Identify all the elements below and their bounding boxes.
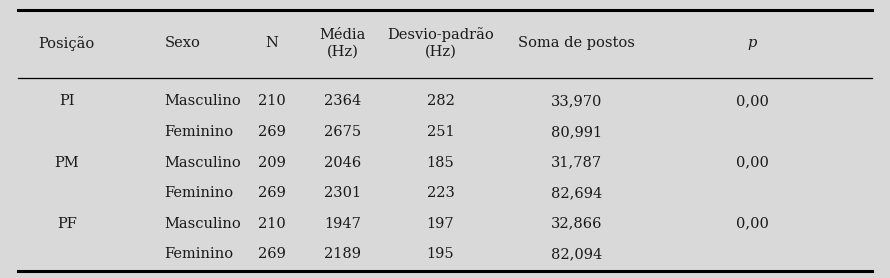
Text: Masculino: Masculino <box>165 156 241 170</box>
Text: 80,991: 80,991 <box>551 125 603 139</box>
Text: 223: 223 <box>426 186 455 200</box>
Text: 0,00: 0,00 <box>736 95 768 108</box>
Text: 197: 197 <box>426 217 455 231</box>
Text: PF: PF <box>57 217 77 231</box>
Text: Masculino: Masculino <box>165 217 241 231</box>
Text: 2046: 2046 <box>324 156 361 170</box>
Text: 269: 269 <box>257 247 286 261</box>
Text: 210: 210 <box>257 95 286 108</box>
Text: 2675: 2675 <box>324 125 361 139</box>
Text: 2364: 2364 <box>324 95 361 108</box>
Text: 1947: 1947 <box>324 217 361 231</box>
Text: Feminino: Feminino <box>165 247 234 261</box>
Text: 31,787: 31,787 <box>551 156 603 170</box>
Text: 282: 282 <box>426 95 455 108</box>
Text: 185: 185 <box>426 156 455 170</box>
Text: 251: 251 <box>426 125 455 139</box>
Text: PI: PI <box>59 95 75 108</box>
Text: PM: PM <box>54 156 79 170</box>
Text: 33,970: 33,970 <box>551 95 603 108</box>
Text: 209: 209 <box>257 156 286 170</box>
Text: Desvio-padrão
(Hz): Desvio-padrão (Hz) <box>387 28 494 59</box>
Text: 32,866: 32,866 <box>551 217 603 231</box>
Text: 82,694: 82,694 <box>551 186 603 200</box>
Text: Soma de postos: Soma de postos <box>518 36 635 50</box>
Text: 269: 269 <box>257 186 286 200</box>
Text: 0,00: 0,00 <box>736 217 768 231</box>
Text: 210: 210 <box>257 217 286 231</box>
Text: 82,094: 82,094 <box>551 247 603 261</box>
Text: 195: 195 <box>426 247 455 261</box>
Text: Sexo: Sexo <box>165 36 200 50</box>
Text: Feminino: Feminino <box>165 125 234 139</box>
Text: N: N <box>265 36 278 50</box>
Text: 2189: 2189 <box>324 247 361 261</box>
Text: Feminino: Feminino <box>165 186 234 200</box>
Text: p: p <box>748 36 756 50</box>
Text: 269: 269 <box>257 125 286 139</box>
Text: Masculino: Masculino <box>165 95 241 108</box>
Text: Posição: Posição <box>38 36 95 51</box>
Text: Média
(Hz): Média (Hz) <box>320 28 366 58</box>
Text: 2301: 2301 <box>324 186 361 200</box>
Text: 0,00: 0,00 <box>736 156 768 170</box>
